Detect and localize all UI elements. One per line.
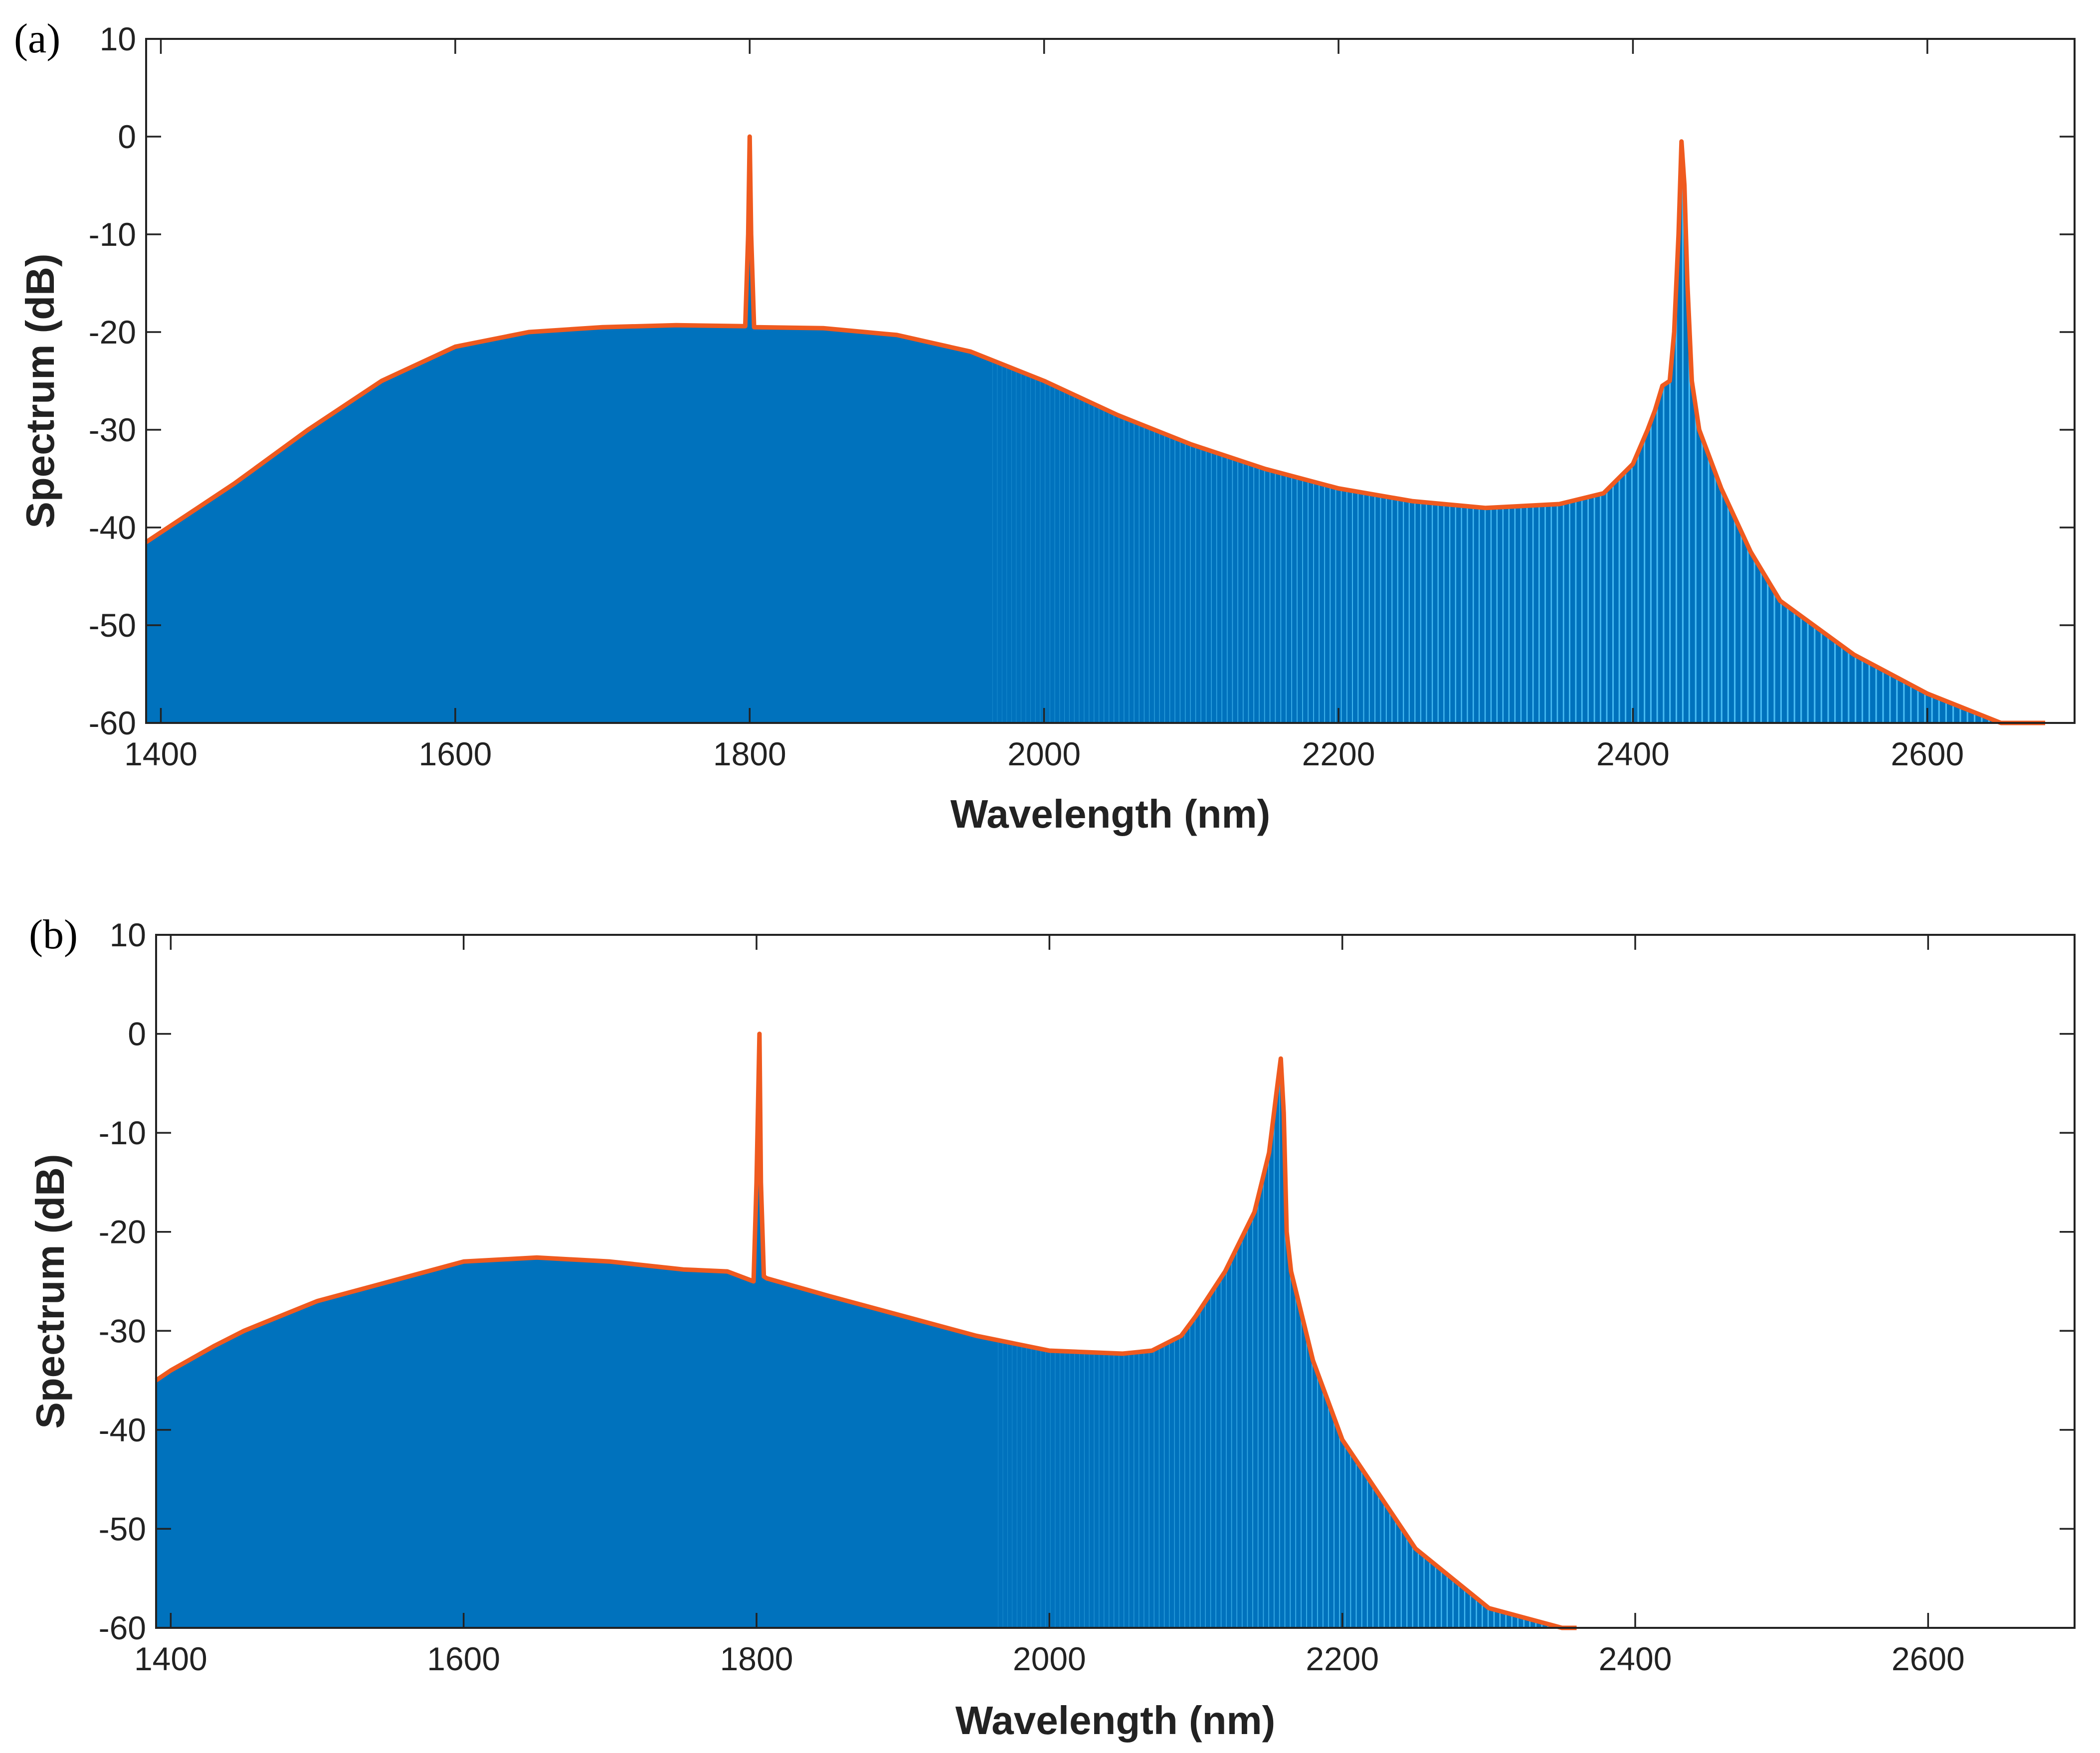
- y-tick-label: 10: [100, 20, 136, 57]
- spectrum-area: [146, 137, 2045, 723]
- axes-frame: [155, 934, 2076, 1629]
- x-tick-label: 2200: [1302, 735, 1375, 772]
- y-tick-label: -30: [89, 411, 136, 448]
- x-tick-label: 1600: [418, 735, 492, 772]
- y-tick-label: -50: [89, 607, 136, 644]
- spectrum-stems: [998, 1069, 1561, 1628]
- spectrum-envelope-line: [145, 134, 2045, 725]
- spectrum-envelope-line: [155, 1032, 1577, 1630]
- chart-panel-b: 1400 1600 1800 2000 2200 2400 2600 10 0 -10 -20 -30…: [28, 911, 2076, 1743]
- x-tick-label: 2000: [1007, 735, 1081, 772]
- x-tick-label: 1400: [134, 1640, 207, 1677]
- y-tick-label: -60: [89, 704, 136, 741]
- y-tick-label: 10: [110, 916, 146, 953]
- x-tick-label: 1400: [124, 735, 197, 772]
- y-tick-label: 0: [128, 1016, 146, 1052]
- y-axis-title: Spectrum (dB): [28, 1154, 72, 1428]
- y-tick-label: -10: [89, 216, 136, 253]
- spectrum-stems: [992, 161, 1997, 723]
- y-tick-label: -60: [99, 1609, 146, 1646]
- x-tick-label: 2200: [1306, 1640, 1379, 1677]
- spectrum-area: [156, 1034, 1577, 1628]
- x-tick-label: 1800: [720, 1640, 793, 1677]
- x-tick-label: 1800: [713, 735, 786, 772]
- x-axis-title: Wavelength (nm): [955, 1698, 1275, 1743]
- x-tick-label: 2400: [1596, 735, 1670, 772]
- y-tick-label: -40: [99, 1411, 146, 1448]
- axes-frame: [145, 38, 2076, 724]
- y-tick-label: -50: [99, 1510, 146, 1547]
- x-axis-title: Wavelength (nm): [951, 792, 1270, 836]
- panel-label: (b): [29, 911, 78, 958]
- x-tick-label: 2400: [1599, 1640, 1672, 1677]
- x-tick-label: 2000: [1013, 1640, 1086, 1677]
- y-tick-label: -20: [99, 1214, 146, 1250]
- y-tick-label: -30: [99, 1312, 146, 1349]
- y-tick-label: -40: [89, 509, 136, 546]
- chart-panel-a: 1400 1600 1800 2000 2200 2400 2600 10 0 -10 -20 -30…: [14, 15, 2076, 836]
- y-tick-label: -20: [89, 314, 136, 351]
- x-tick-label: 1600: [427, 1640, 500, 1677]
- y-tick-label: -10: [99, 1114, 146, 1151]
- y-tick-label: 0: [118, 118, 136, 155]
- x-tick-label: 2600: [1891, 735, 1964, 772]
- x-tick-label: 2600: [1892, 1640, 1965, 1677]
- panel-label: (a): [14, 15, 60, 62]
- y-axis-title: Spectrum (dB): [18, 253, 62, 528]
